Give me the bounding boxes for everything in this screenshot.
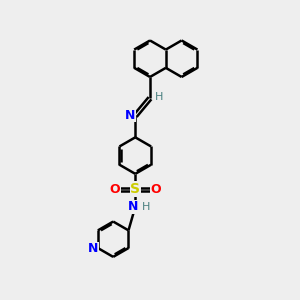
Text: N: N [125,109,135,122]
Text: O: O [151,183,161,196]
Text: N: N [88,242,99,255]
Text: H: H [142,202,151,212]
Text: N: N [128,200,138,213]
Text: O: O [110,183,120,196]
Text: H: H [155,92,164,102]
Text: S: S [130,182,140,196]
